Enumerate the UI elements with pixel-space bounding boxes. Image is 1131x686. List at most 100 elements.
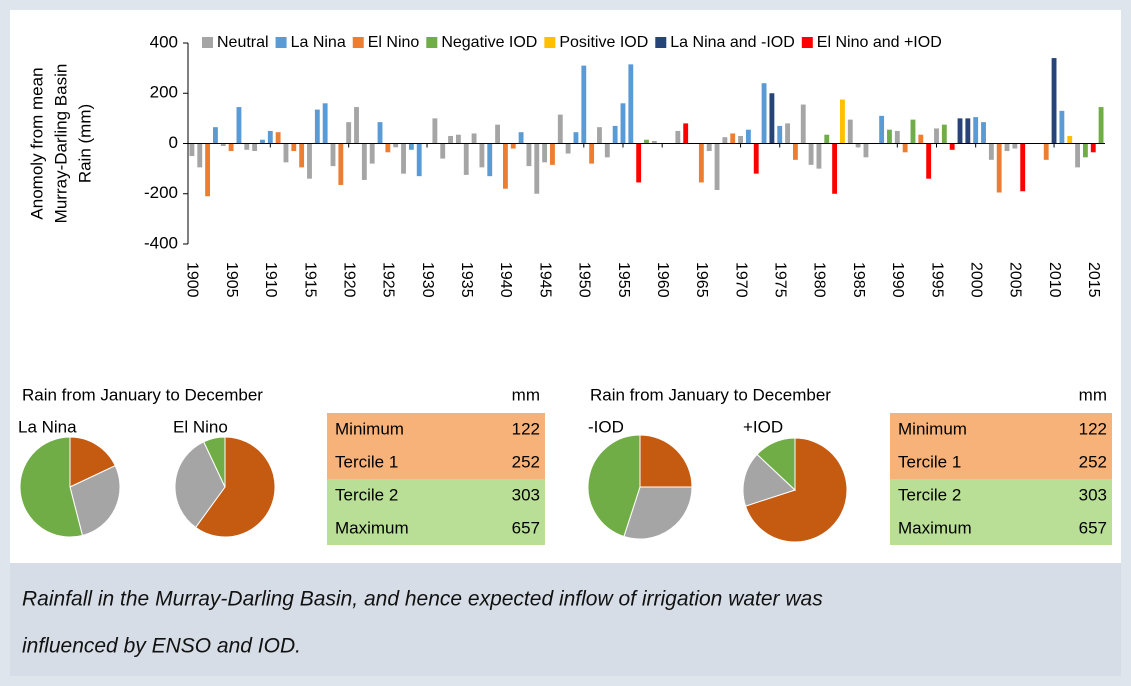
bar: [189, 143, 195, 157]
table-title: Rain from January to December: [22, 385, 263, 404]
x-tick-label: 1990: [889, 262, 906, 298]
table-unit: mm: [1079, 385, 1107, 404]
bar: [502, 143, 508, 189]
pie-slice: [756, 437, 796, 492]
bar: [291, 143, 297, 152]
table-title: Rain from January to December: [590, 385, 831, 404]
x-tick-label: 1965: [693, 262, 710, 298]
bar: [808, 143, 814, 165]
bar: [197, 143, 203, 168]
x-tick-label: 1945: [536, 262, 553, 298]
bar: [902, 143, 908, 153]
x-tick-label: 1940: [497, 262, 514, 298]
row-label: Tercile 2: [335, 485, 398, 504]
x-tick-label: 1975: [772, 262, 789, 298]
bar: [565, 143, 571, 154]
bar: [636, 143, 642, 183]
bar: [824, 134, 830, 144]
row-label: Maximum: [898, 518, 972, 537]
bar: [557, 114, 563, 144]
table-row: [327, 446, 545, 479]
bar: [526, 143, 532, 167]
table-row: [890, 413, 1112, 446]
pie-slice: [174, 441, 226, 529]
bar: [644, 139, 649, 144]
legend-swatch: [426, 37, 438, 48]
bar: [800, 104, 806, 144]
bar: [1067, 135, 1073, 144]
bar: [894, 130, 900, 144]
bar: [698, 143, 704, 183]
bar: [753, 143, 759, 174]
bar: [393, 143, 399, 148]
table-row: [890, 446, 1112, 479]
x-tick-label: 1980: [811, 262, 828, 298]
row-value: 303: [1079, 485, 1107, 504]
x-tick-label: 1950: [576, 262, 593, 298]
pie-slice: [742, 453, 796, 507]
bar: [777, 125, 783, 144]
bar: [385, 143, 391, 153]
bar: [730, 133, 736, 144]
bar: [722, 137, 728, 144]
bar: [1020, 143, 1026, 192]
caption-line: Rainfall in the Murray-Darling Basin, an…: [22, 588, 823, 611]
bar: [252, 143, 258, 152]
bar: [988, 143, 994, 160]
bar: [244, 143, 250, 150]
bar: [785, 123, 791, 144]
bar: [745, 129, 751, 144]
bar: [307, 143, 312, 179]
x-tick-label: 2010: [1046, 262, 1063, 298]
bar: [612, 125, 618, 144]
pie-title: +IOD: [743, 417, 783, 436]
bar: [330, 143, 336, 167]
legend-swatch: [655, 37, 667, 48]
bar: [408, 143, 414, 150]
row-label: Minimum: [898, 419, 967, 438]
bar: [471, 133, 477, 144]
x-tick-label: 2000: [967, 262, 984, 298]
x-tick-label: 1925: [380, 262, 397, 298]
bar: [1082, 143, 1088, 158]
bar: [573, 132, 579, 144]
bar: [369, 143, 375, 164]
legend-label: La Nina and -IOD: [670, 34, 795, 51]
legend-label: La Nina: [291, 34, 346, 51]
pie-title: El Nino: [173, 417, 228, 436]
bar: [260, 139, 265, 144]
bar: [973, 117, 979, 144]
bar: [847, 119, 853, 144]
bar: [448, 135, 453, 144]
row-value: 122: [512, 419, 540, 438]
legend-label: Neutral: [217, 34, 269, 51]
pie-slice: [69, 436, 116, 488]
table-row: [890, 512, 1112, 545]
pie-slice: [69, 465, 121, 537]
y-axis-label: Murray-Darling Basin: [51, 64, 70, 224]
table-row: [327, 479, 545, 512]
bar: [949, 143, 955, 150]
legend-swatch: [275, 37, 287, 48]
bar: [346, 122, 352, 144]
table-unit: mm: [512, 385, 540, 404]
bar: [926, 143, 932, 179]
bar: [401, 143, 406, 174]
y-tick-label: 400: [150, 32, 178, 51]
row-value: 122: [1079, 419, 1107, 438]
row-label: Minimum: [335, 419, 404, 438]
row-value: 252: [1079, 452, 1107, 471]
bar: [463, 143, 469, 175]
bar: [589, 143, 595, 164]
bar: [267, 130, 273, 144]
bar: [597, 127, 602, 144]
table-row: [327, 413, 545, 446]
row-value: 252: [512, 452, 540, 471]
caption-line: influenced by ENSO and IOD.: [22, 635, 301, 658]
bar: [604, 143, 610, 158]
bar: [761, 83, 767, 144]
legend-label: El Nino: [368, 34, 420, 51]
bar: [432, 118, 438, 144]
bar: [706, 143, 712, 152]
